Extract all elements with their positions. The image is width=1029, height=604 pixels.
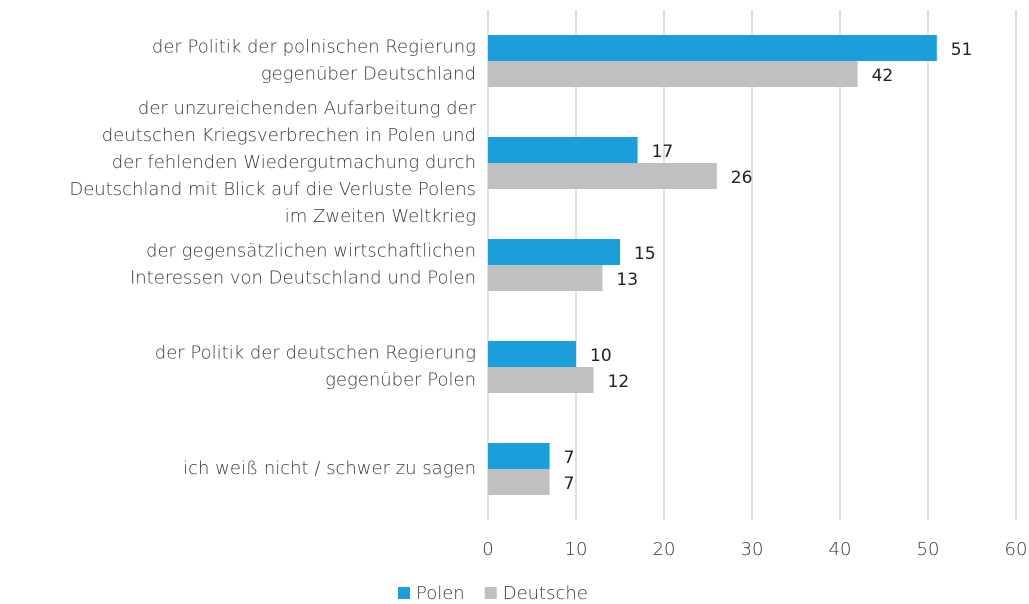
category-label: deutschen Kriegsverbrechen in Polen und (102, 125, 476, 146)
bar (488, 341, 576, 367)
bar (488, 61, 858, 87)
x-tick-label: 40 (829, 539, 852, 560)
category-label: Deutschland mit Blick auf die Verluste P… (69, 179, 476, 200)
bar (488, 137, 638, 163)
x-tick-label: 60 (1005, 539, 1028, 560)
category-label: ich weiß nicht / schwer zu sagen (183, 458, 476, 479)
bar (488, 469, 550, 495)
x-tick-label: 30 (741, 539, 764, 560)
value-label: 12 (608, 372, 630, 392)
bar (488, 443, 550, 469)
bar (488, 367, 594, 393)
value-label: 10 (590, 346, 612, 366)
category-label: der Politik der polnischen Regierung (152, 37, 476, 58)
x-tick-label: 50 (917, 539, 940, 560)
category-label: der Politik der deutschen Regierung (155, 343, 476, 364)
value-label: 42 (872, 66, 894, 86)
value-label: 17 (652, 142, 674, 162)
legend-label: Deutsche (503, 583, 588, 604)
legend-swatch (484, 587, 497, 599)
value-label: 13 (616, 270, 638, 290)
value-label: 51 (951, 40, 973, 60)
bar (488, 239, 620, 265)
value-label: 15 (634, 244, 656, 264)
category-label: gegenüber Polen (325, 370, 476, 391)
bar (488, 35, 937, 61)
category-label: der fehlenden Wiedergutmachung durch (112, 152, 476, 173)
legend-label: Polen (416, 583, 465, 604)
bar (488, 163, 717, 189)
value-label: 26 (731, 168, 753, 188)
category-label: Interessen von Deutschland und Polen (130, 268, 476, 289)
x-tick-label: 20 (653, 539, 676, 560)
legend-swatch (398, 587, 410, 599)
category-label: der gegensätzlichen wirtschaftlichen (146, 241, 476, 262)
x-tick-label: 10 (565, 539, 588, 560)
category-label: gegenüber Deutschland (261, 64, 476, 85)
bar (488, 265, 603, 291)
category-label: der unzureichenden Aufarbeitung der (138, 98, 477, 119)
value-label: 7 (564, 448, 575, 468)
x-tick-label: 0 (482, 539, 493, 560)
value-label: 7 (564, 474, 575, 494)
category-label: im Zweiten Weltkrieg (285, 206, 476, 227)
